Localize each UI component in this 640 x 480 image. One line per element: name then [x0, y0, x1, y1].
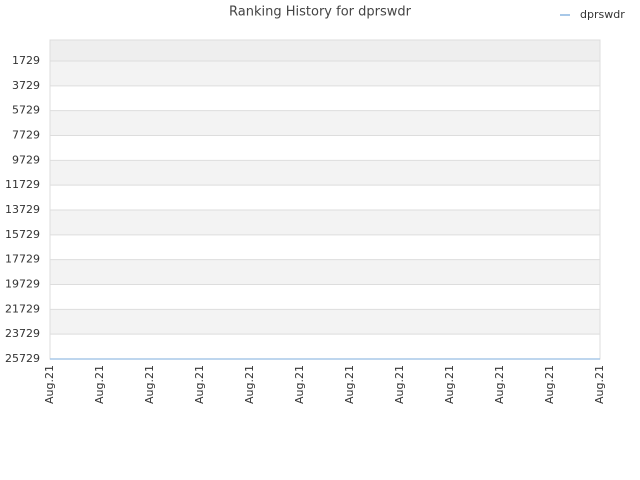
- y-tick-label: 25729: [5, 352, 40, 365]
- x-tick-label: Aug.21: [43, 365, 56, 404]
- band: [50, 185, 600, 210]
- y-tick-label: 23729: [5, 327, 40, 340]
- y-tick-label: 9729: [12, 153, 40, 166]
- x-tick-label: Aug.21: [493, 365, 506, 404]
- band: [50, 85, 600, 111]
- x-tick-label: Aug.21: [343, 365, 356, 404]
- y-tick-label: 21729: [5, 302, 40, 315]
- y-tick-label: 11729: [5, 178, 40, 191]
- y-tick-label: 3729: [12, 79, 40, 92]
- band: [50, 110, 600, 136]
- band: [50, 259, 600, 285]
- band: [50, 160, 600, 186]
- band: [50, 60, 600, 86]
- x-tick-label: Aug.21: [143, 365, 156, 404]
- band: [50, 234, 600, 260]
- y-tick-label: 17729: [5, 253, 40, 266]
- band: [50, 135, 600, 161]
- band: [50, 40, 600, 61]
- x-tick-label: Aug.21: [443, 365, 456, 404]
- x-tick-label: Aug.21: [243, 365, 256, 404]
- x-tick-label: Aug.21: [393, 365, 406, 404]
- band: [50, 309, 600, 335]
- band: [50, 209, 600, 235]
- y-tick-label: 19729: [5, 277, 40, 290]
- x-tick-label: Aug.21: [593, 365, 606, 404]
- x-tick-label: Aug.21: [193, 365, 206, 404]
- y-tick-label: 15729: [5, 228, 40, 241]
- y-tick-label: 5729: [12, 104, 40, 117]
- legend-label: dprswdr: [580, 8, 625, 21]
- band: [50, 284, 600, 310]
- band: [50, 334, 600, 359]
- x-tick-label: Aug.21: [543, 365, 556, 404]
- y-tick-label: 13729: [5, 203, 40, 216]
- x-tick-label: Aug.21: [293, 365, 306, 404]
- x-tick-label: Aug.21: [93, 365, 106, 404]
- y-tick-label: 7729: [12, 128, 40, 141]
- chart-title: Ranking History for dprswdr: [229, 5, 412, 20]
- y-tick-label: 1729: [12, 54, 40, 67]
